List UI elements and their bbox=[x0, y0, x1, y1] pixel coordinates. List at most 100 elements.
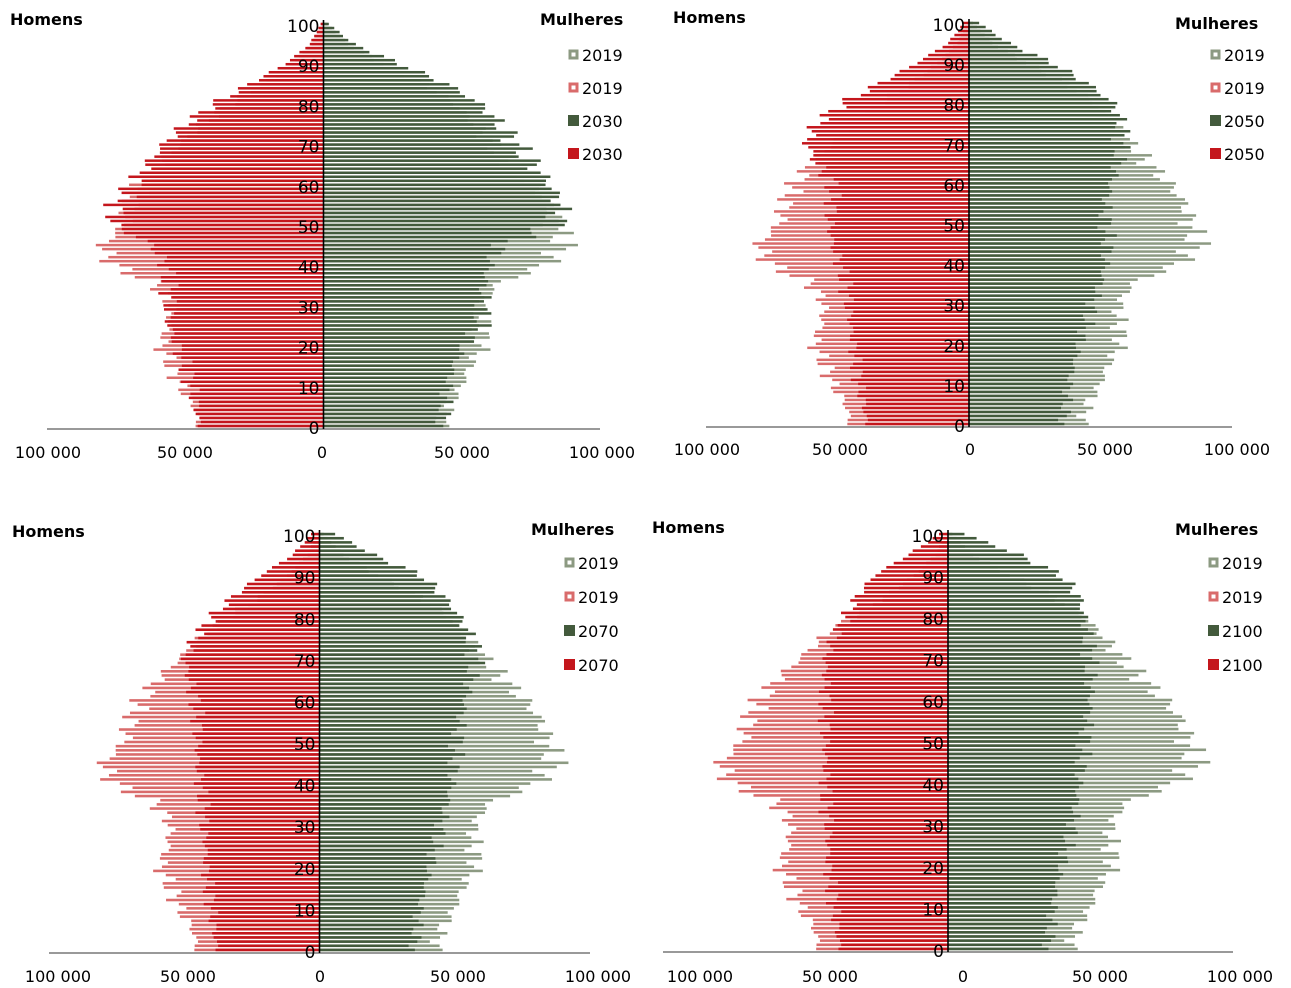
bar-female-proj bbox=[969, 294, 1102, 297]
bar-female-proj bbox=[319, 570, 418, 573]
bar-male-proj bbox=[858, 382, 969, 386]
bar-female-proj bbox=[948, 926, 1047, 930]
bar-female-proj bbox=[319, 549, 365, 553]
bar-male-proj bbox=[316, 30, 324, 34]
bar-female-proj bbox=[319, 736, 465, 740]
bar-female-proj bbox=[319, 828, 444, 831]
bar-female-proj bbox=[319, 815, 450, 819]
y-tick-label: 50 bbox=[298, 218, 320, 238]
bar-female-proj bbox=[323, 215, 546, 219]
legend-label: 2019 bbox=[1224, 79, 1265, 98]
bar-female-proj bbox=[319, 719, 460, 723]
bar-male-proj bbox=[230, 595, 320, 598]
bar-male-proj bbox=[305, 46, 324, 50]
bar-male-proj bbox=[200, 757, 320, 760]
bar-female-proj bbox=[323, 139, 501, 142]
bar-female-proj bbox=[319, 931, 412, 935]
bar-female-proj bbox=[319, 674, 480, 677]
bar-female-proj bbox=[969, 286, 1095, 289]
legend-label: 2019 bbox=[1222, 588, 1263, 607]
bar-female-proj bbox=[323, 87, 459, 90]
bar-male-proj bbox=[824, 827, 948, 830]
bar-female-proj bbox=[319, 823, 434, 827]
bar-female-proj bbox=[969, 390, 1063, 394]
bar-female-proj bbox=[323, 127, 497, 130]
legend-label: 2030 bbox=[582, 112, 623, 131]
bar-female-proj bbox=[969, 310, 1098, 313]
y-tick-label: 60 bbox=[922, 693, 944, 713]
bar-female-proj bbox=[969, 122, 1117, 125]
bar-male-proj bbox=[188, 703, 320, 706]
bar-female-proj bbox=[319, 798, 451, 802]
bar-female-proj bbox=[319, 927, 414, 931]
bar-female-proj bbox=[319, 536, 344, 540]
bar-female-proj bbox=[969, 254, 1101, 257]
bar-female-proj bbox=[948, 740, 1091, 743]
bar-male-proj bbox=[197, 794, 320, 798]
bar-female-proj bbox=[323, 99, 475, 102]
legend-swatch-marker bbox=[571, 85, 576, 90]
bar-male-proj bbox=[839, 258, 969, 261]
bar-female-proj bbox=[319, 640, 466, 644]
legend-swatch bbox=[1208, 625, 1219, 636]
bar-male-proj bbox=[827, 756, 948, 760]
y-tick-label: 70 bbox=[294, 652, 316, 672]
bar-female-proj bbox=[969, 334, 1086, 338]
left-side-label: Homens bbox=[10, 10, 83, 29]
bar-female-proj bbox=[948, 603, 1081, 606]
bar-female-proj bbox=[969, 202, 1106, 205]
bar-male-proj bbox=[259, 79, 324, 82]
bar-female-proj bbox=[323, 296, 492, 299]
bar-male-proj bbox=[908, 553, 948, 557]
bar-female-proj bbox=[319, 657, 479, 661]
bar-male-proj bbox=[203, 857, 320, 860]
bar-female-proj bbox=[319, 744, 449, 748]
bar-female-proj bbox=[323, 288, 479, 291]
bar-male-proj bbox=[818, 690, 948, 694]
bar-male-proj bbox=[121, 227, 324, 231]
bar-male-proj bbox=[213, 99, 324, 102]
bar-female-proj bbox=[323, 30, 340, 34]
bar-female-proj bbox=[948, 586, 1073, 590]
bar-male-proj bbox=[827, 806, 948, 810]
y-tick-label: 0 bbox=[305, 943, 316, 963]
bar-male-proj bbox=[205, 711, 320, 715]
bar-female-proj bbox=[948, 744, 1076, 747]
bar-female-proj bbox=[948, 868, 1059, 872]
bar-female-proj bbox=[323, 163, 537, 166]
bar-male-proj bbox=[853, 362, 969, 366]
bar-male-proj bbox=[136, 195, 324, 199]
bar-female-proj bbox=[323, 135, 515, 138]
bar-male-proj bbox=[199, 761, 320, 765]
bar-female-proj bbox=[948, 690, 1095, 694]
bar-female-proj bbox=[969, 270, 1101, 273]
bar-female-proj bbox=[969, 226, 1098, 229]
bar-female-proj bbox=[948, 827, 1076, 830]
bar-female-proj bbox=[319, 940, 418, 943]
bar-male-proj bbox=[877, 81, 969, 85]
bar-male-proj bbox=[833, 250, 969, 253]
bar-female-proj bbox=[969, 366, 1075, 370]
bar-male-proj bbox=[824, 686, 948, 689]
bar-female-proj bbox=[948, 702, 1090, 706]
legend-swatch bbox=[1210, 148, 1221, 159]
bar-female-proj bbox=[319, 786, 452, 790]
bar-female-proj bbox=[323, 103, 486, 106]
bar-female-proj bbox=[969, 146, 1131, 149]
bar-male-proj bbox=[175, 131, 324, 134]
bar-female-proj bbox=[969, 326, 1086, 330]
bar-male-proj bbox=[177, 135, 324, 138]
bar-female-proj bbox=[948, 541, 989, 544]
bar-male-proj bbox=[833, 648, 948, 652]
bar-male-proj bbox=[820, 731, 948, 735]
bar-male-proj bbox=[172, 328, 324, 331]
bar-male-proj bbox=[123, 231, 324, 235]
bar-female-proj bbox=[948, 653, 1081, 656]
bar-male-proj bbox=[881, 570, 948, 573]
bar-male-proj bbox=[212, 103, 324, 106]
y-tick-label: 40 bbox=[943, 257, 965, 277]
bar-female-proj bbox=[948, 648, 1093, 652]
legend-label: 2030 bbox=[582, 145, 623, 164]
y-tick-label: 100 bbox=[283, 527, 315, 547]
bar-male-proj bbox=[836, 636, 948, 640]
